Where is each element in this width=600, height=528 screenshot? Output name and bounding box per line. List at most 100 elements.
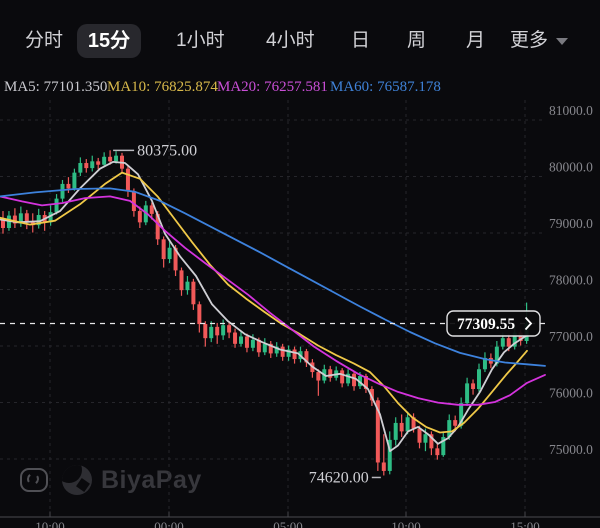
svg-text:77309.55: 77309.55	[457, 316, 515, 333]
ma5-line	[0, 160, 528, 453]
candle	[36, 215, 41, 226]
chevron-down-icon[interactable]	[556, 38, 568, 45]
interval-tabbar: 分时 15分 1小时 4小时 日 周 月 更多	[0, 0, 600, 66]
candle	[143, 205, 148, 223]
candle	[375, 400, 380, 463]
candle	[173, 247, 178, 271]
candle	[30, 221, 35, 226]
candle	[244, 336, 249, 348]
candle	[114, 155, 119, 162]
candle	[477, 369, 481, 390]
candle	[48, 212, 53, 223]
candle	[423, 434, 428, 443]
ma60-line	[0, 187, 546, 367]
ma-legend: MA5: 77101.350 MA10: 76825.874 MA20: 762…	[0, 79, 600, 99]
candle	[286, 349, 291, 357]
candle	[447, 420, 452, 438]
candle	[256, 339, 261, 353]
tab-4hour[interactable]: 4小时	[266, 30, 315, 51]
candle	[215, 326, 220, 336]
candle	[268, 343, 273, 354]
candle	[221, 325, 226, 336]
ma5-value: MA5: 77101.350	[4, 79, 108, 95]
candle	[72, 172, 77, 189]
tab-month[interactable]: 月	[466, 30, 486, 51]
candle	[393, 422, 398, 440]
candle	[239, 336, 243, 344]
candle	[54, 198, 59, 213]
tab-more[interactable]: 更多	[510, 30, 549, 51]
candle	[209, 326, 214, 339]
time-axis-label: 05:00	[273, 519, 303, 528]
candle	[125, 168, 130, 192]
candle	[280, 346, 285, 357]
svg-text:74620.00: 74620.00	[309, 469, 369, 486]
candle	[453, 420, 458, 426]
candle	[387, 439, 392, 471]
watermark: BiyaPay	[20, 464, 202, 496]
candle	[381, 462, 386, 471]
candle	[512, 332, 517, 347]
candle	[435, 448, 440, 456]
candle	[441, 437, 446, 456]
tab-day[interactable]: 日	[351, 30, 371, 51]
candle	[411, 417, 416, 429]
candle	[274, 346, 279, 354]
price-axis-label: 77000.0	[549, 329, 593, 344]
low-annotation: 74620.00	[309, 469, 381, 486]
candle	[66, 183, 71, 189]
ma20-value: MA20: 76257.581	[217, 79, 328, 95]
candle	[494, 346, 499, 364]
brand-watermark: BiyaPay	[62, 465, 202, 495]
candle	[78, 163, 83, 173]
candle	[191, 281, 196, 305]
candle	[149, 205, 154, 214]
candle	[399, 422, 404, 432]
time-axis-label: 15:00	[510, 519, 540, 528]
candle	[60, 183, 65, 199]
candle	[304, 351, 309, 363]
price-axis-label: 78000.0	[549, 273, 593, 288]
current-price-badge[interactable]: 77309.55	[446, 310, 541, 337]
brand-logo-icon	[62, 465, 92, 495]
candle	[429, 434, 434, 449]
ma60-value: MA60: 76587.178	[330, 79, 441, 95]
candle	[102, 156, 107, 165]
price-axis-label: 79000.0	[549, 216, 593, 231]
time-axis-label: 10:00	[35, 519, 65, 528]
time-axis-label: 00:00	[154, 519, 184, 528]
candle	[328, 369, 333, 378]
candle	[340, 370, 345, 384]
price-axis-label: 80000.0	[549, 160, 593, 175]
candle	[227, 325, 232, 333]
candle	[346, 373, 351, 384]
price-gridlines: 81000.0 80000.0 79000.0 78000.0 77000.0 76000…	[0, 103, 593, 460]
ma10-line	[0, 171, 528, 434]
candle	[12, 215, 17, 224]
candle	[482, 357, 487, 370]
tab-week[interactable]: 周	[407, 30, 427, 51]
candle	[96, 161, 101, 165]
svg-text:80375.00: 80375.00	[137, 142, 197, 159]
candle	[292, 349, 297, 360]
candle	[1, 219, 5, 228]
candle	[417, 428, 422, 443]
tab-15min[interactable]: 15分	[77, 24, 141, 58]
time-axis: 10:00 00:00 05:00 10:00 15:00	[0, 511, 600, 528]
tab-1hour[interactable]: 1小时	[176, 30, 225, 51]
candle	[24, 213, 29, 222]
candle	[131, 191, 136, 212]
candle	[179, 270, 184, 291]
tab-minute[interactable]: 分时	[25, 30, 64, 51]
fullscreen-icon[interactable]	[20, 468, 48, 492]
candle	[137, 211, 142, 223]
candle	[155, 213, 160, 240]
chevron-right-icon	[524, 316, 533, 331]
price-axis-label: 81000.0	[549, 103, 593, 118]
candle	[84, 163, 89, 169]
candle	[352, 373, 357, 387]
price-axis-label: 75000.0	[549, 442, 593, 457]
price-axis-label: 76000.0	[549, 386, 593, 401]
